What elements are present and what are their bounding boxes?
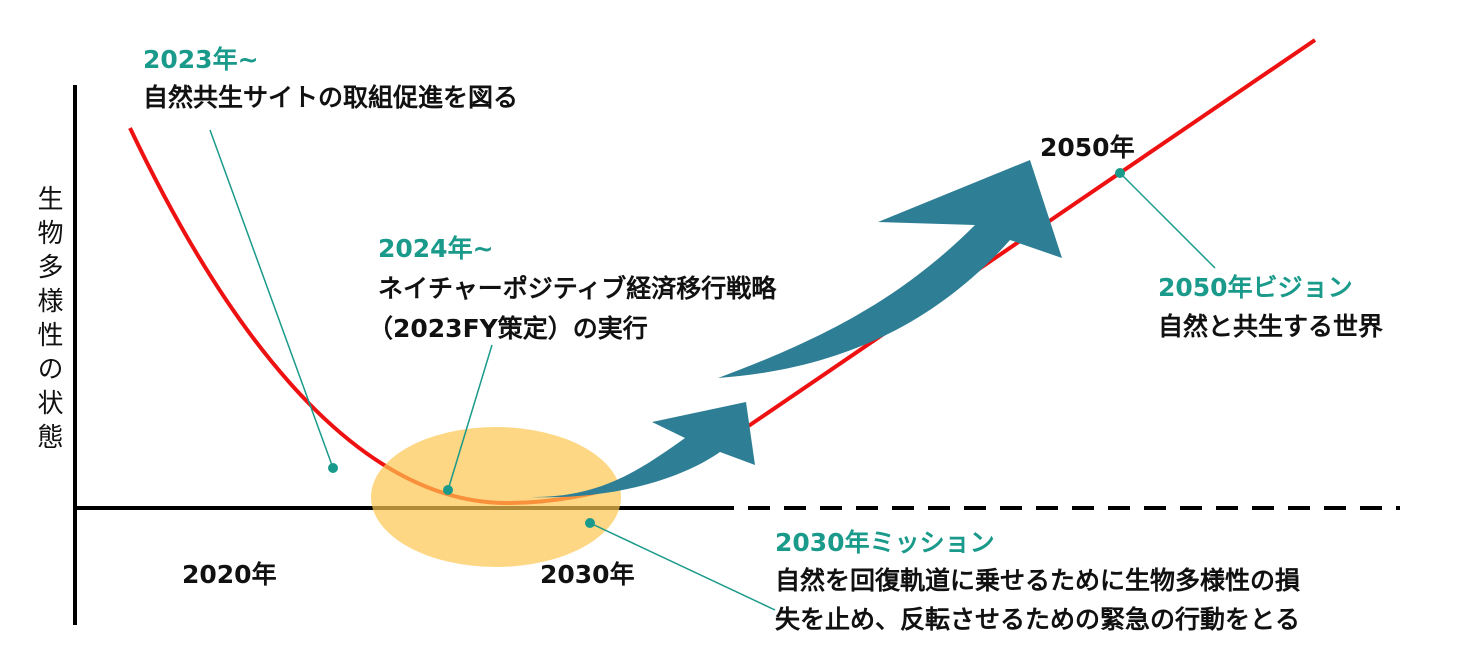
- mission-text: 失を止め、反転させるための緊急の行動をとる: [775, 605, 1300, 634]
- x-label: 2020年: [182, 560, 277, 589]
- milestone-title: 2023年~: [143, 45, 259, 74]
- mission-text: 自然を回復軌道に乗せるために生物多様性の損: [775, 566, 1300, 595]
- leader-dot: [585, 518, 595, 528]
- y-axis-label: 生物多様性の状態: [33, 185, 63, 457]
- arrow-small: [530, 402, 755, 498]
- arrow-large: [718, 160, 1062, 378]
- leader-dot: [443, 485, 453, 495]
- milestone-text: ネイチャーポジティブ経済移行戦略: [378, 274, 777, 303]
- vision-text: 自然と共生する世界: [1158, 312, 1383, 341]
- highlight-ellipse: [371, 427, 621, 567]
- leader-line: [209, 129, 334, 469]
- milestone-title: 2024年~: [378, 234, 494, 263]
- milestone-text: 自然共生サイトの取組促進を図る: [143, 83, 518, 112]
- milestone-text: （2023FY策定）の実行: [368, 314, 648, 343]
- leader-dot: [1115, 168, 1125, 178]
- vision-title: 2050年ビジョン: [1158, 273, 1353, 302]
- leader-line: [589, 522, 776, 611]
- mission-title: 2030年ミッション: [775, 528, 995, 557]
- year-label: 2050年: [1040, 133, 1135, 162]
- leader-dot: [328, 463, 338, 473]
- leader-line: [1119, 172, 1216, 269]
- x-label: 2030年: [540, 560, 635, 589]
- leader-line: [447, 344, 493, 491]
